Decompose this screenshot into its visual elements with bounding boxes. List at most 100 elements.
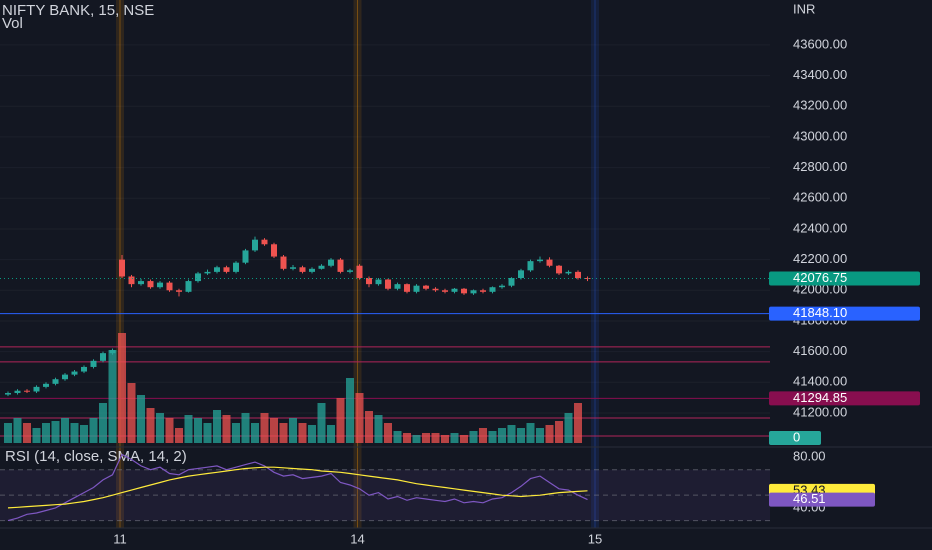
volume-bar <box>222 415 231 443</box>
candle-body <box>109 350 116 354</box>
candle-body <box>537 259 544 262</box>
candle-body <box>337 259 344 272</box>
candle-body <box>366 278 373 285</box>
volume-bar <box>51 421 60 443</box>
candle-body <box>14 390 21 394</box>
volume-bar <box>355 393 364 443</box>
volume-bar <box>108 350 117 443</box>
candle-body <box>385 279 392 289</box>
volume-bar <box>336 398 345 443</box>
rsi-band <box>0 469 770 521</box>
currency: INR <box>793 1 815 16</box>
y-tick-label: 42400.00 <box>793 220 847 235</box>
candle-body <box>214 267 221 272</box>
volume-bar <box>232 423 241 443</box>
y-tick-label: 43600.00 <box>793 36 847 51</box>
candle-body <box>575 271 582 279</box>
candle-body <box>118 259 125 277</box>
volume-bar <box>412 435 421 443</box>
candle-body <box>166 282 173 291</box>
candle-body <box>489 287 496 292</box>
candle-body <box>442 290 449 292</box>
volume-bar <box>393 431 402 443</box>
volume-bar <box>317 403 326 443</box>
volume-bar <box>450 433 459 443</box>
last-price-label-box <box>769 271 920 286</box>
volume-bar <box>3 423 12 443</box>
volume-bar <box>146 408 155 443</box>
candle-body <box>290 267 297 269</box>
candle-body <box>518 270 525 279</box>
candle-body <box>128 276 135 285</box>
volume-bar <box>545 425 554 443</box>
y-tick-label: 41200.00 <box>793 404 847 419</box>
y-tick-label: 42200.00 <box>793 251 847 266</box>
candle-body <box>147 281 154 288</box>
candle-body <box>261 239 268 245</box>
candle-body <box>565 271 572 274</box>
candle-body <box>413 285 420 292</box>
rsi-tick-label: 80.00 <box>793 448 826 463</box>
volume-bar <box>498 428 507 443</box>
candle-body <box>480 290 487 292</box>
candle-body <box>280 256 287 269</box>
volume-bar <box>117 333 126 443</box>
x-tick-label: 11 <box>113 531 127 546</box>
volume-bar <box>479 428 488 443</box>
candle-body <box>90 360 97 367</box>
candle-body <box>271 244 278 257</box>
candle-body <box>4 393 11 395</box>
candle-body <box>99 353 106 361</box>
volume-bar <box>41 423 50 443</box>
volume-bar <box>260 413 269 443</box>
candle-body <box>508 278 515 286</box>
volume-bar <box>403 433 412 443</box>
candle-body <box>52 379 59 384</box>
volume-bar <box>365 411 374 443</box>
volume-bar <box>165 418 174 443</box>
candle-body <box>61 374 68 380</box>
candle-body <box>33 386 40 392</box>
volume-bar <box>327 425 336 443</box>
volume-bar <box>488 431 497 443</box>
session-band <box>353 0 362 528</box>
volume-bar <box>251 423 260 443</box>
volume-bar <box>460 435 469 443</box>
candle-body <box>195 273 202 282</box>
y-tick-label: 41600.00 <box>793 343 847 358</box>
volume-bar <box>279 423 288 443</box>
rsi-value-label: 46.51 <box>793 491 826 506</box>
y-tick-label: 43200.00 <box>793 98 847 113</box>
volume-bar <box>384 423 393 443</box>
volume-bar <box>289 418 298 443</box>
volume-bar <box>270 418 279 443</box>
price-level-label: 41294.85 <box>793 390 847 405</box>
volume-bar <box>536 428 545 443</box>
rsi-line <box>7 453 588 522</box>
candle-body <box>309 268 316 272</box>
candle-body <box>470 290 477 294</box>
y-tick-label: 42600.00 <box>793 190 847 205</box>
volume-bar <box>213 410 222 443</box>
candle-body <box>556 265 563 274</box>
candle-body <box>138 281 145 285</box>
volume-bar <box>346 378 355 443</box>
candle-body <box>432 288 439 291</box>
candle-body <box>242 250 249 263</box>
volume-bar <box>507 425 516 443</box>
volume-bar <box>70 423 79 443</box>
candle-body <box>328 259 335 266</box>
rsi-value-box <box>769 492 875 507</box>
rsi-line <box>7 466 588 509</box>
candle-body <box>404 284 411 292</box>
candle-body <box>318 265 325 269</box>
volume-bar <box>79 425 88 443</box>
y-tick-label: 43400.00 <box>793 67 847 82</box>
candle-body <box>42 383 49 387</box>
volume-bar <box>298 423 307 443</box>
volume-bar <box>156 413 165 443</box>
candle-body <box>223 267 230 272</box>
volume-bar <box>22 423 31 443</box>
volume-bar <box>422 433 431 443</box>
